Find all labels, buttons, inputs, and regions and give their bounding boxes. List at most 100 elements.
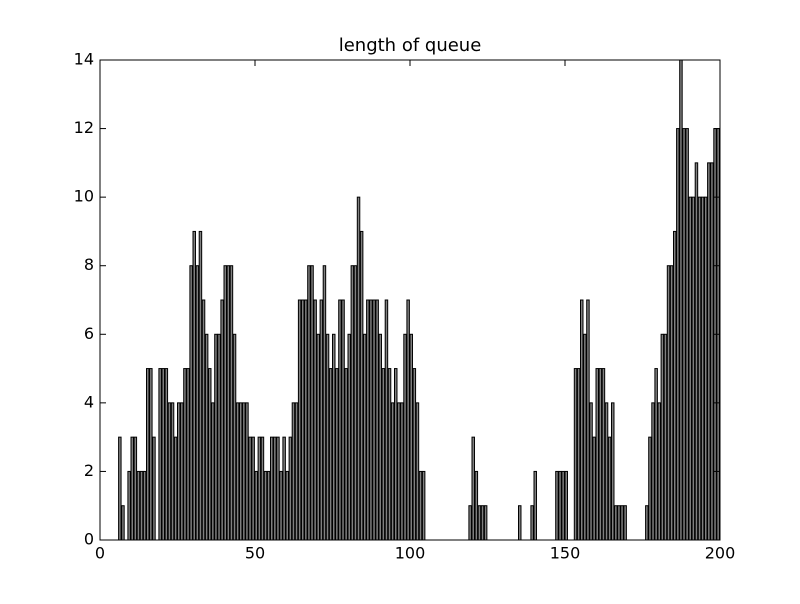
bar	[149, 368, 153, 541]
bar	[285, 470, 289, 541]
bar	[471, 436, 475, 541]
bar	[477, 505, 482, 541]
bar	[350, 265, 355, 541]
bar	[127, 470, 131, 541]
y-tick-label: 8	[84, 255, 94, 274]
x-tick-label: 100	[395, 544, 426, 563]
bar	[220, 299, 224, 541]
bar	[614, 505, 618, 541]
bar	[152, 436, 156, 541]
bar	[133, 436, 138, 541]
x-tick-label: 0	[95, 544, 105, 563]
bar	[372, 299, 376, 541]
bar	[130, 436, 134, 541]
bar	[142, 470, 147, 541]
bar	[291, 402, 296, 541]
bar	[136, 470, 141, 541]
bar	[530, 505, 534, 541]
bar	[595, 368, 599, 541]
y-tick-label: 14	[74, 50, 94, 69]
bar	[313, 299, 317, 541]
bar	[270, 436, 274, 541]
bar	[248, 436, 252, 541]
bar	[685, 128, 689, 541]
bar	[282, 436, 286, 541]
bar	[177, 402, 181, 541]
bar	[146, 368, 150, 541]
y-tick-label: 2	[84, 461, 94, 480]
x-tick-label: 50	[245, 544, 265, 563]
y-tick-label: 12	[74, 118, 94, 137]
bar	[217, 333, 221, 541]
bar	[186, 368, 190, 541]
bar	[223, 265, 227, 541]
bar	[307, 265, 311, 541]
bar	[620, 505, 624, 541]
bar	[229, 265, 234, 541]
bar	[676, 128, 680, 541]
bar	[623, 505, 627, 541]
bar	[406, 299, 410, 541]
bar	[576, 368, 581, 541]
bar	[332, 333, 336, 541]
bar	[679, 59, 683, 541]
bar	[158, 368, 162, 541]
bar	[592, 436, 596, 541]
bar	[344, 368, 348, 541]
bar	[607, 436, 612, 541]
bar	[301, 299, 305, 541]
bar	[418, 470, 423, 541]
bar	[245, 402, 249, 541]
bar	[601, 368, 606, 541]
bar	[341, 299, 345, 541]
bar	[198, 230, 203, 541]
bar	[297, 299, 302, 541]
bar	[663, 333, 668, 541]
bar	[700, 196, 705, 541]
bar	[235, 402, 240, 541]
bar	[704, 196, 708, 541]
bar	[660, 333, 665, 541]
bar	[359, 230, 364, 541]
bar	[335, 368, 339, 541]
bar	[673, 230, 677, 541]
bar	[254, 470, 258, 541]
bar	[378, 333, 382, 541]
bar	[121, 505, 125, 541]
bar	[468, 505, 472, 541]
y-tick-label: 0	[84, 530, 94, 549]
bar	[707, 162, 711, 541]
bar	[480, 505, 485, 541]
bar	[648, 436, 652, 541]
bar	[316, 333, 320, 541]
chart-title: length of queue	[339, 35, 482, 56]
bar	[691, 196, 696, 541]
bar	[611, 402, 615, 541]
bar	[347, 333, 351, 541]
bar	[242, 402, 246, 541]
x-tick-label: 150	[550, 544, 581, 563]
bar	[322, 265, 327, 541]
bar	[409, 333, 413, 541]
bar	[173, 436, 178, 541]
bar	[533, 470, 537, 541]
bar	[319, 299, 324, 541]
bar	[688, 196, 692, 541]
bar	[266, 470, 271, 541]
bar	[400, 402, 404, 541]
bar	[381, 368, 386, 541]
bar	[310, 265, 314, 541]
bar	[586, 299, 590, 541]
bar	[375, 299, 379, 541]
bar	[214, 333, 218, 541]
bar	[211, 402, 215, 541]
bar	[260, 436, 265, 541]
bar	[328, 368, 333, 541]
bar	[189, 265, 193, 541]
bar	[118, 436, 122, 541]
bar	[564, 470, 568, 541]
bar	[518, 505, 522, 541]
bar	[403, 333, 407, 541]
bar	[666, 265, 671, 541]
